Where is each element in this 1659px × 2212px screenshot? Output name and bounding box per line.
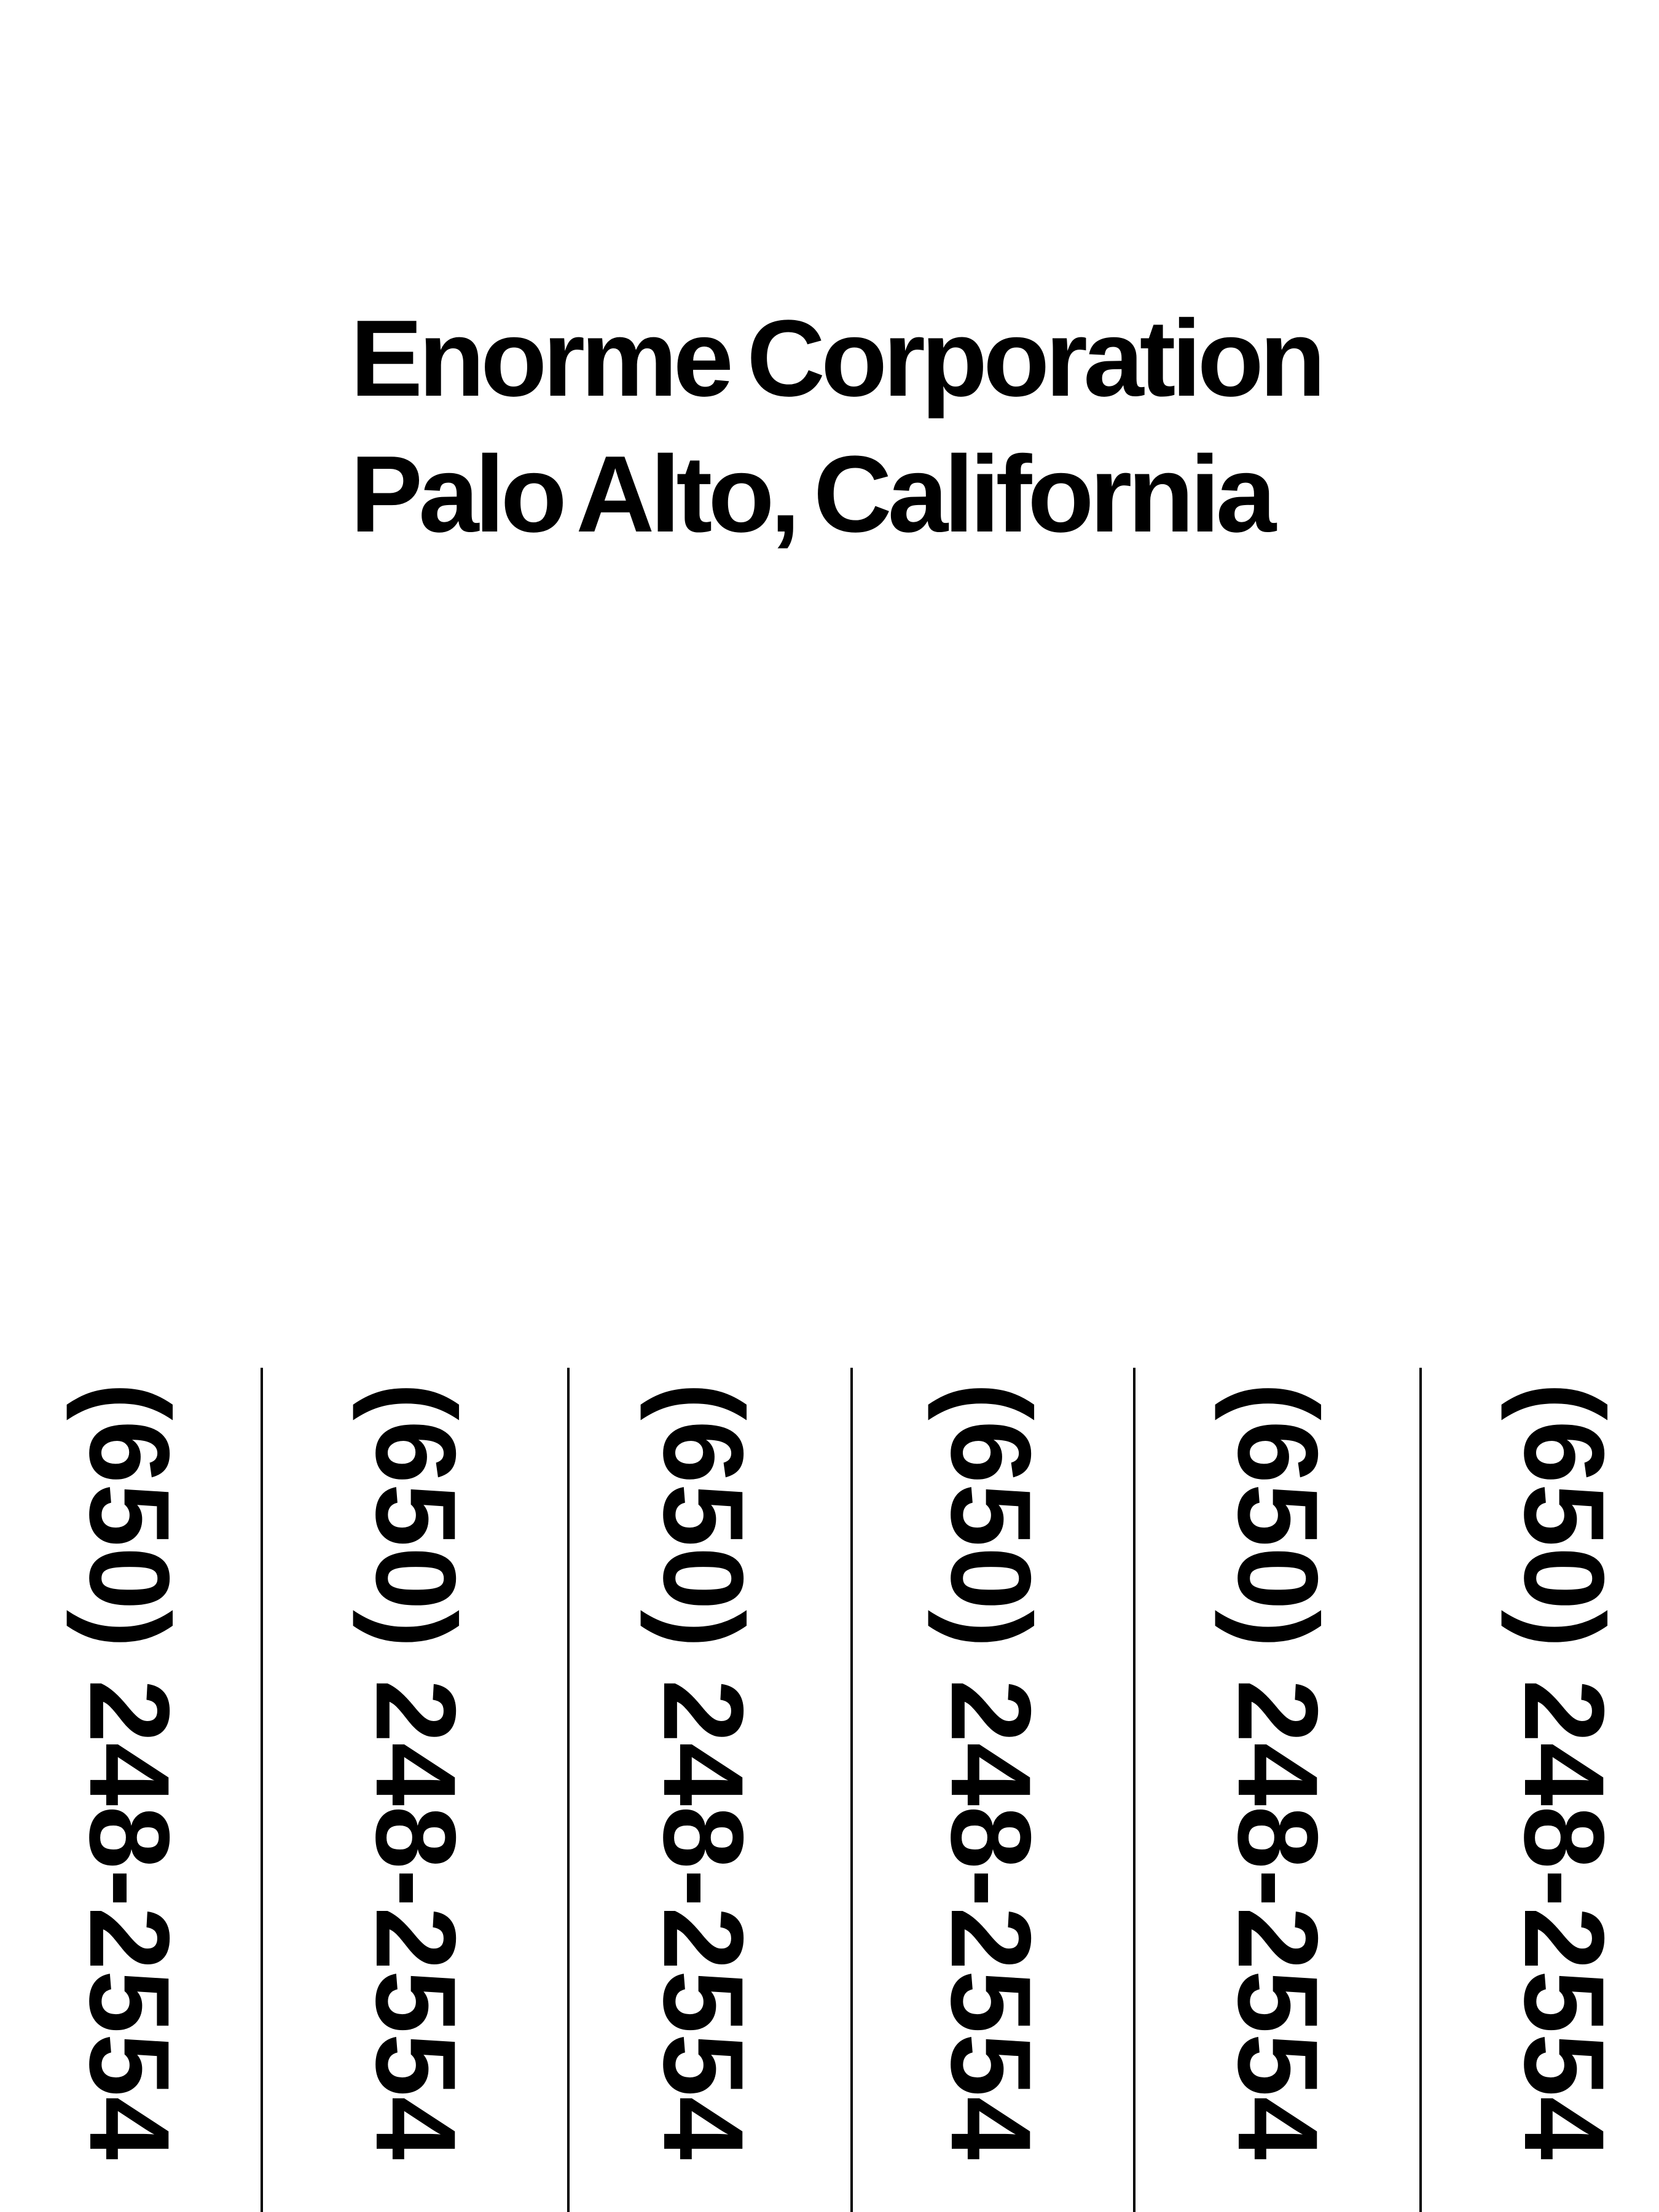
tab-separator-line: [261, 1368, 263, 2212]
tear-off-tab: (650) 248-2554: [352, 1382, 479, 2160]
tab-separator-line: [1419, 1368, 1422, 2212]
title-line-2: Palo Alto, California: [350, 433, 1276, 555]
tab-separator-line: [850, 1368, 853, 2212]
tear-off-tab: (650) 248-2554: [927, 1382, 1054, 2160]
tear-off-tab: (650) 248-2554: [66, 1382, 192, 2160]
title-line-1: Enorme Corporation: [350, 297, 1326, 419]
tab-separator-line: [567, 1368, 570, 2212]
tear-off-tab: (650) 248-2554: [640, 1382, 766, 2160]
page-title: Enorme Corporation Palo Alto, California: [350, 291, 1326, 562]
tab-separator-line: [1133, 1368, 1135, 2212]
tear-off-tab: (650) 248-2554: [1500, 1382, 1627, 2160]
tear-off-tab: (650) 248-2554: [1214, 1382, 1341, 2160]
